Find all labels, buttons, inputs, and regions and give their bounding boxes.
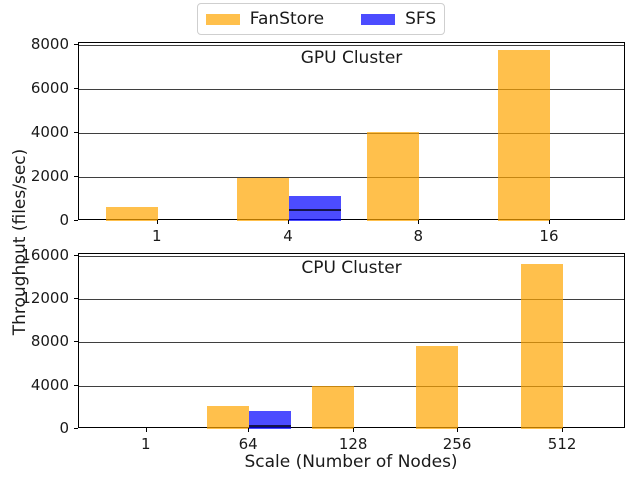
x-tick-label: 256	[442, 435, 472, 453]
y-tick-label: 0	[59, 211, 69, 229]
x-tick-mark	[145, 428, 147, 432]
legend-item-sfs: SFS	[361, 9, 436, 29]
sfs-marker-line	[249, 425, 291, 427]
y-tick-mark	[74, 43, 78, 45]
gridline-y12000	[79, 299, 624, 300]
bar-fanstore-gpu-16	[498, 50, 550, 221]
gridline-y2000	[79, 177, 624, 178]
x-tick-label: 1	[151, 227, 162, 245]
y-tick-label: 8000	[30, 332, 69, 351]
cpu-cluster-axes	[78, 253, 625, 429]
bar-fanstore-cpu-64	[207, 406, 249, 429]
x-axis-label: Scale (Number of Nodes)	[244, 452, 458, 472]
legend-label: SFS	[405, 9, 437, 29]
chart-legend: FanStore SFS	[197, 3, 445, 35]
x-tick-mark	[288, 220, 290, 224]
y-tick-mark	[74, 384, 78, 386]
bar-fanstore-cpu-256	[416, 346, 458, 429]
bar-fanstore-cpu-128	[312, 386, 354, 429]
y-tick-label: 0	[59, 419, 69, 437]
gridline-y8000	[79, 342, 624, 343]
gridline-y8000	[79, 45, 624, 46]
bar-sfs-gpu-4	[289, 196, 341, 221]
y-tick-mark	[74, 175, 78, 177]
y-tick-label: 6000	[30, 78, 69, 97]
y-tick-mark	[74, 87, 78, 89]
y-tick-label: 4000	[30, 375, 69, 394]
x-tick-label: 64	[238, 435, 258, 453]
bar-fanstore-cpu-512	[521, 264, 563, 429]
x-tick-mark	[353, 428, 355, 432]
x-tick-label: 512	[547, 435, 577, 453]
bar-fanstore-gpu-4	[237, 178, 289, 221]
legend-label: FanStore	[249, 9, 325, 29]
y-tick-label: 8000	[30, 34, 69, 53]
y-tick-label: 2000	[30, 166, 69, 185]
y-tick-mark	[74, 220, 78, 221]
gridline-y16000	[79, 256, 624, 257]
y-tick-mark	[74, 254, 78, 256]
gridline-y4000	[79, 133, 624, 134]
gridline-y6000	[79, 89, 624, 90]
x-tick-mark	[418, 220, 420, 224]
x-tick-mark	[248, 428, 250, 432]
x-tick-label: 8	[413, 227, 423, 245]
y-tick-label: 4000	[30, 122, 69, 141]
x-tick-label: 16	[539, 227, 559, 245]
sfs-marker-line	[289, 209, 341, 211]
legend-item-fanstore: FanStore	[205, 9, 325, 29]
x-tick-label: 4	[283, 227, 293, 245]
x-tick-label: 128	[338, 435, 368, 453]
y-tick-label: 12000	[21, 288, 69, 307]
x-tick-mark	[156, 220, 158, 224]
bar-sfs-cpu-64	[249, 411, 291, 429]
subplot-title-cpu: CPU Cluster	[301, 258, 402, 278]
bar-fanstore-gpu-8	[367, 132, 419, 221]
y-tick-mark	[74, 428, 78, 429]
gpu-cluster-axes	[78, 42, 625, 221]
x-tick-label: 1	[141, 435, 151, 453]
legend-swatch-sfs	[361, 13, 396, 25]
x-tick-mark	[548, 220, 550, 224]
y-tick-mark	[74, 297, 78, 299]
x-tick-mark	[562, 428, 564, 432]
legend-swatch-fanstore	[205, 13, 240, 25]
bar-fanstore-gpu-1	[106, 207, 158, 221]
y-tick-mark	[74, 341, 78, 343]
y-tick-mark	[74, 131, 78, 133]
x-tick-mark	[457, 428, 459, 432]
subplot-title-gpu: GPU Cluster	[300, 48, 403, 68]
y-tick-label: 16000	[21, 245, 69, 264]
